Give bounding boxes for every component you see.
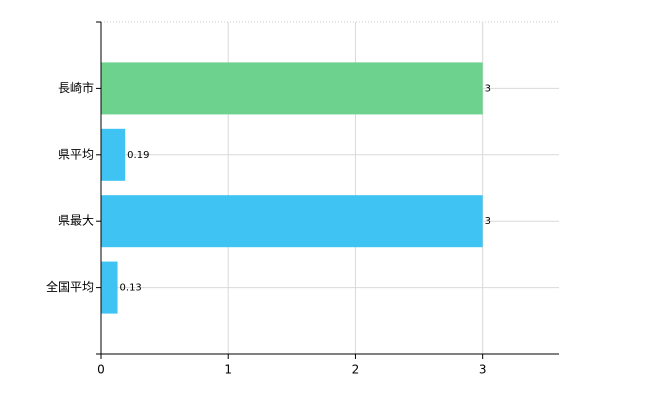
data-label: 0.19	[127, 150, 149, 161]
data-label: 3	[485, 83, 491, 94]
x-tick-label: 3	[479, 363, 487, 377]
x-tick-label: 1	[224, 363, 232, 377]
data-label: 3	[485, 216, 491, 227]
x-tick-label: 0	[97, 363, 105, 377]
y-tick-label: 県最大	[58, 214, 94, 228]
x-tick-label: 2	[352, 363, 360, 377]
y-tick-label: 県平均	[58, 147, 94, 161]
data-label: 0.13	[120, 283, 142, 294]
bar	[101, 195, 483, 248]
y-tick-label: 全国平均	[46, 279, 94, 294]
y-tick-label: 長崎市	[58, 80, 94, 95]
bar	[101, 128, 126, 181]
bar	[101, 261, 118, 314]
bar	[101, 62, 483, 115]
